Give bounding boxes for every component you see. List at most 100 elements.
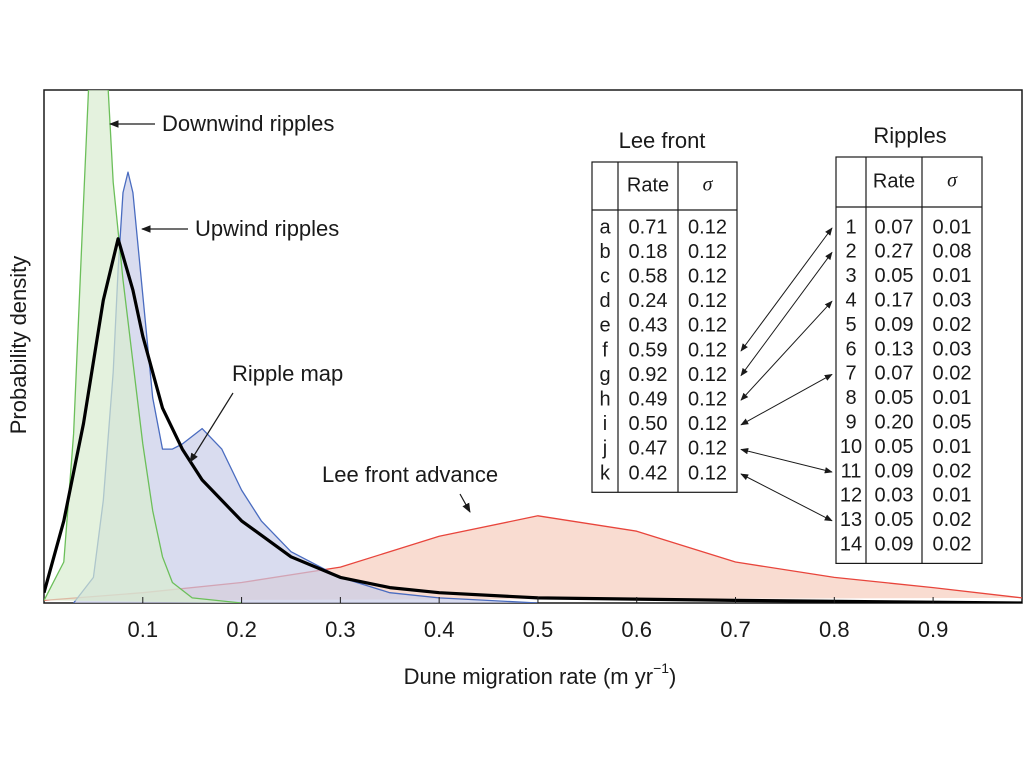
x-tick-label: 0.8: [819, 617, 850, 642]
table-cell: 0.24: [629, 290, 668, 312]
table-cell: 0.12: [688, 364, 727, 386]
table-cell: 0.50: [629, 413, 668, 435]
table-cell: 0.12: [688, 413, 727, 435]
table-cell: 0.17: [875, 289, 914, 311]
density-curve: [44, 90, 242, 603]
link-arrow: [740, 373, 833, 426]
table-cell: 0.20: [875, 411, 914, 433]
table-cell: 0.49: [629, 388, 668, 410]
table-cell: 0.02: [933, 363, 972, 385]
table-cell: 4: [845, 289, 856, 311]
table-cell: 0.09: [875, 314, 914, 336]
table-cell: i: [603, 413, 607, 435]
table-cell: 0.47: [629, 438, 668, 460]
table-cell: 0.03: [933, 338, 972, 360]
annotations: [109, 120, 471, 513]
link-arrow: [740, 251, 833, 377]
table-cell: 0.05: [875, 509, 914, 531]
table-cell: 0.05: [933, 411, 972, 433]
table-cell: 0.02: [933, 509, 972, 531]
table-cell: b: [599, 241, 610, 263]
table-cell: 5: [845, 314, 856, 336]
annotation-label: Downwind ripples: [162, 111, 334, 136]
x-axis-label: Dune migration rate (m yr−1): [404, 660, 677, 689]
table-cell: 0.02: [933, 314, 972, 336]
table-cell: 0.02: [933, 533, 972, 555]
table-cell: f: [602, 339, 608, 361]
table-cell: 9: [845, 411, 856, 433]
annotation-label: Ripple map: [232, 361, 343, 386]
link-arrow: [740, 448, 833, 474]
table-header: σ: [947, 170, 958, 192]
table-cell: 12: [840, 485, 862, 507]
table-cell: 0.01: [933, 485, 972, 507]
table-cell: 1: [845, 216, 856, 238]
table-cell: 0.71: [629, 216, 668, 238]
table-cell: 0.05: [875, 436, 914, 458]
table-cell: 14: [840, 533, 862, 555]
table-cell: 0.02: [933, 460, 972, 482]
table-title: Ripples: [873, 123, 946, 148]
table-cell: g: [599, 364, 610, 386]
table-cell: 0.12: [688, 339, 727, 361]
table-cell: j: [602, 438, 607, 460]
table-header: Rate: [873, 170, 915, 192]
table-cell: 11: [841, 460, 862, 482]
table-header: σ: [703, 174, 714, 196]
x-label-end: ): [669, 664, 676, 689]
table-cell: c: [600, 265, 610, 287]
table-cell: 0.08: [933, 241, 972, 263]
table-cell: 3: [845, 265, 856, 287]
link-arrow: [740, 473, 833, 522]
x-tick-label: 0.9: [918, 617, 949, 642]
density-curve: [44, 237, 1022, 603]
table-cell: 0.12: [688, 216, 727, 238]
table-cell: 0.05: [875, 387, 914, 409]
table-cell: 0.12: [688, 265, 727, 287]
annotation-arrow: [459, 493, 471, 513]
table-cell: 0.12: [688, 241, 727, 263]
table-cell: 0.12: [688, 315, 727, 337]
y-axis-label: Probability density: [6, 256, 31, 435]
table-cell: 0.42: [629, 462, 668, 484]
table-cell: 0.58: [629, 265, 668, 287]
table-cell: 0.01: [933, 436, 972, 458]
table-cell: 10: [840, 436, 862, 458]
table-cell: 0.18: [629, 241, 668, 263]
table-cell: 2: [845, 241, 856, 263]
link-arrow: [740, 300, 833, 401]
table-cell: k: [600, 462, 611, 484]
x-label-sup: −1: [653, 660, 669, 676]
x-tick-label: 0.4: [424, 617, 455, 642]
table-cell: 0.01: [933, 265, 972, 287]
x-tick-label: 0.3: [325, 617, 356, 642]
x-label-main: Dune migration rate (m yr: [404, 664, 653, 689]
table-cell: 7: [845, 363, 856, 385]
table-cell: 0.92: [629, 364, 668, 386]
table-cell: 0.09: [875, 460, 914, 482]
table-cell: 0.43: [629, 315, 668, 337]
table-cell: 0.09: [875, 533, 914, 555]
table-cell: 13: [840, 509, 862, 531]
table-cell: 0.01: [933, 387, 972, 409]
table-cell: a: [599, 216, 611, 238]
table-cell: 0.12: [688, 438, 727, 460]
annotation-arrow: [189, 392, 234, 463]
table-cell: 0.13: [875, 338, 914, 360]
table-cell: 0.12: [688, 388, 727, 410]
table-cell: 0.12: [688, 290, 727, 312]
table-border: [835, 156, 983, 564]
table-cell: 0.27: [875, 241, 914, 263]
table-cell: 0.07: [875, 216, 914, 238]
link-arrow: [740, 227, 833, 352]
table-title: Lee front: [619, 128, 706, 153]
table-cell: h: [599, 388, 610, 410]
x-tick-label: 0.5: [523, 617, 554, 642]
x-tick-label: 0.1: [127, 617, 158, 642]
x-tick-label: 0.2: [226, 617, 257, 642]
table-cell: 0.07: [875, 363, 914, 385]
plot-area: [44, 90, 1022, 603]
annotation-label: Upwind ripples: [195, 216, 339, 241]
table-cell: 0.01: [933, 216, 972, 238]
